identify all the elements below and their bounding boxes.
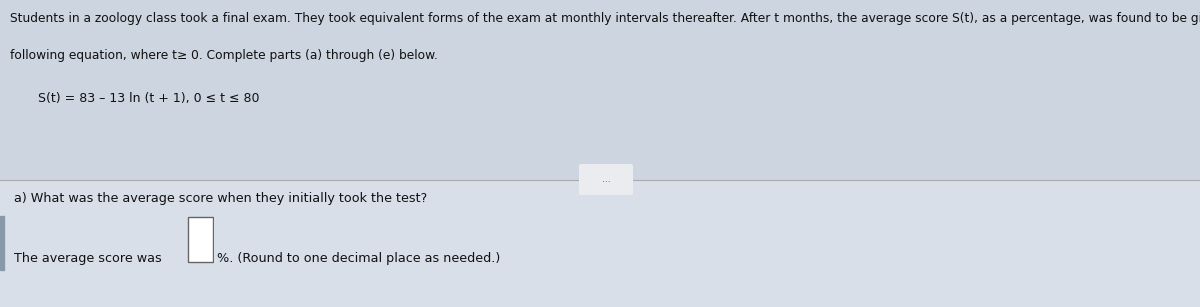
FancyBboxPatch shape	[187, 217, 214, 262]
Bar	[0, 216, 4, 270]
Text: ...: ...	[601, 175, 611, 184]
Text: Students in a zoology class took a final exam. They took equivalent forms of the: Students in a zoology class took a final…	[10, 12, 1200, 25]
Text: S(t) = 83 – 13 ln (t + 1), 0 ≤ t ≤ 80: S(t) = 83 – 13 ln (t + 1), 0 ≤ t ≤ 80	[38, 92, 260, 105]
FancyBboxPatch shape	[577, 163, 635, 196]
Text: The average score was: The average score was	[14, 252, 166, 265]
Text: %. (Round to one decimal place as needed.): %. (Round to one decimal place as needed…	[217, 252, 500, 265]
Text: following equation, where t≥ 0. Complete parts (a) through (e) below.: following equation, where t≥ 0. Complete…	[10, 49, 438, 62]
Bar	[0, 180, 1200, 307]
Text: a) What was the average score when they initially took the test?: a) What was the average score when they …	[14, 192, 427, 205]
Bar	[0, 0, 1200, 180]
